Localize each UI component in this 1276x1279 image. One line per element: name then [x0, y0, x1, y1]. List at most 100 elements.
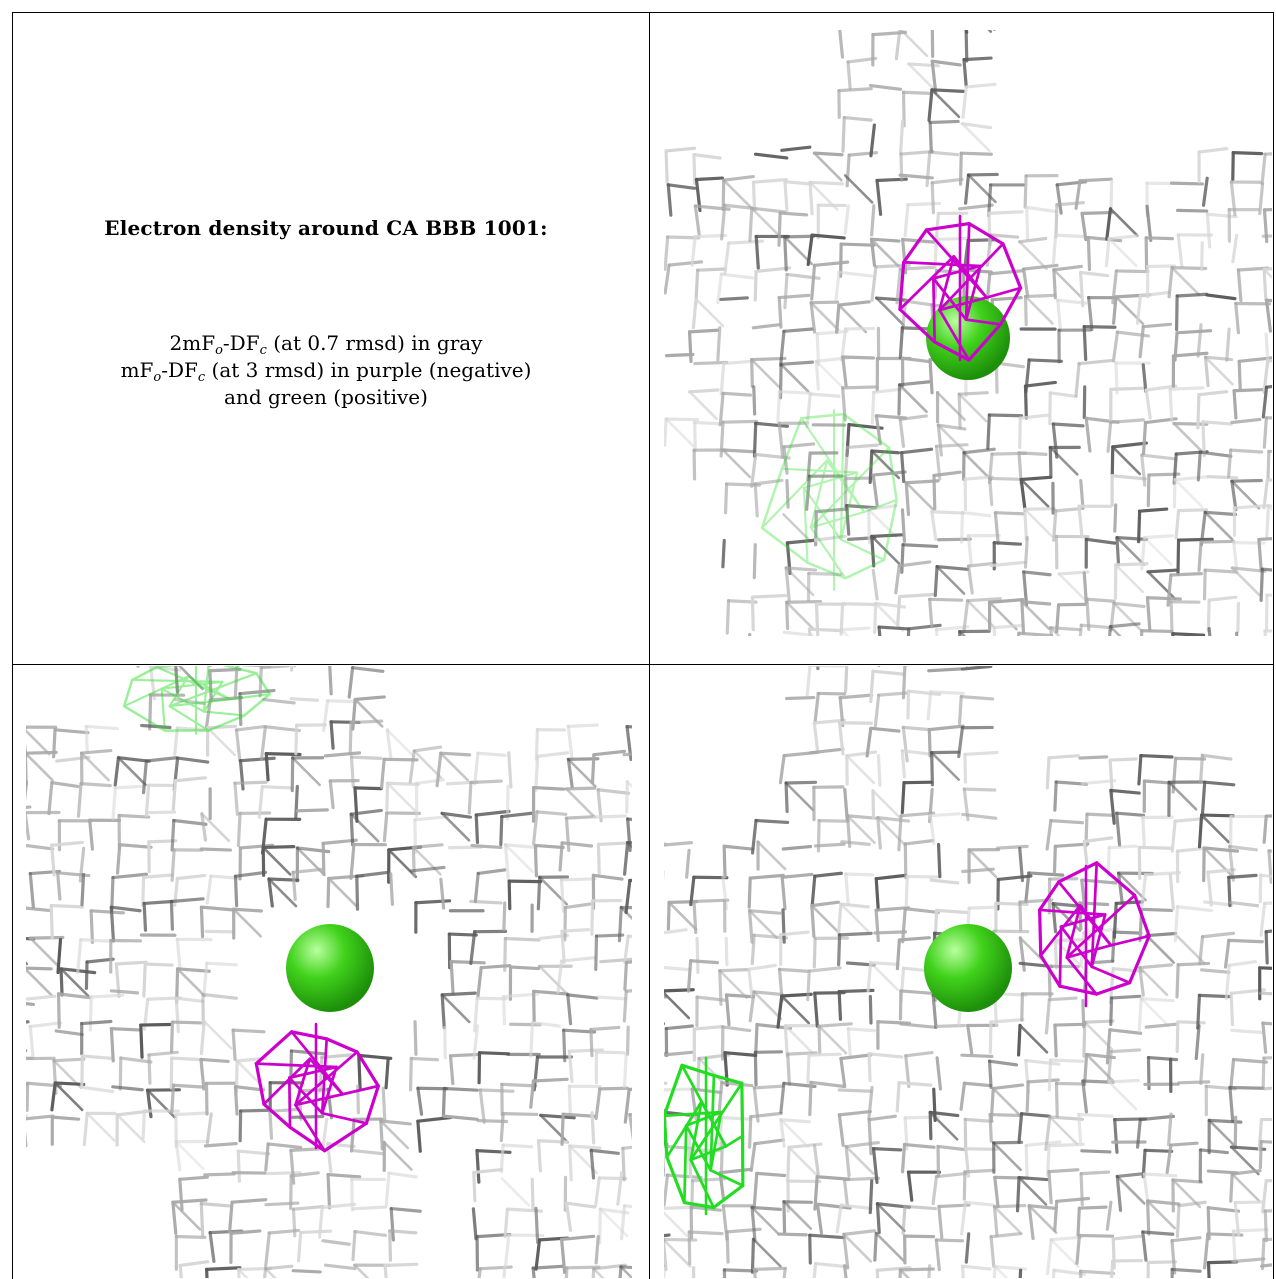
- mesh-segment: [747, 967, 754, 998]
- mesh-segment: [836, 902, 843, 940]
- mesh-segment: [441, 1086, 447, 1119]
- mesh-segment: [1107, 1080, 1138, 1111]
- mesh-segment: [904, 299, 935, 307]
- mesh-segment: [867, 1118, 873, 1156]
- mesh-segment: [355, 874, 360, 911]
- mesh-segment: [897, 814, 903, 852]
- mesh-segment: [347, 666, 355, 699]
- mesh-segment: [882, 498, 898, 562]
- mesh-segment: [666, 900, 671, 931]
- mesh-segment: [756, 840, 787, 871]
- mesh-segment: [1262, 268, 1272, 280]
- mesh-segment: [349, 1117, 356, 1153]
- mesh-segment: [1225, 327, 1231, 362]
- mesh-segment: [236, 811, 242, 848]
- mesh-segment: [564, 816, 571, 853]
- mesh-segment: [846, 1027, 852, 1058]
- frame-right-border: [1273, 12, 1274, 1279]
- mesh-segment: [1145, 931, 1178, 938]
- mesh-segment: [1053, 1199, 1059, 1232]
- mesh-segment: [1109, 625, 1122, 636]
- mesh-segment: [111, 1085, 144, 1092]
- mesh-segment: [1137, 754, 1143, 786]
- mesh-segment: [237, 1267, 241, 1278]
- mesh-segment: [1264, 1179, 1272, 1183]
- mesh-segment: [222, 666, 258, 675]
- mesh-segment: [1019, 1112, 1051, 1118]
- mesh-segment: [320, 1065, 338, 1115]
- mesh-segment: [935, 1023, 966, 1028]
- mesh-segment: [558, 841, 564, 872]
- mesh-segment: [1230, 1145, 1260, 1176]
- mesh-segment: [718, 1171, 726, 1202]
- mesh-segment: [169, 897, 205, 904]
- mesh-segment: [624, 989, 632, 993]
- mesh-segment: [268, 1107, 300, 1113]
- mesh-segment: [291, 756, 321, 787]
- mesh-segment: [243, 692, 271, 717]
- mesh-segment: [440, 811, 471, 842]
- mesh-segment: [962, 599, 970, 634]
- mesh-segment: [1048, 1115, 1085, 1121]
- mesh-segment: [839, 602, 845, 635]
- mesh-segment: [930, 510, 938, 541]
- mesh-segment: [841, 602, 878, 607]
- mesh-segment: [1202, 846, 1240, 853]
- mesh-segment: [901, 725, 909, 763]
- mesh-segment: [1199, 539, 1236, 544]
- mesh-segment: [687, 1148, 693, 1179]
- mesh-segment: [722, 844, 754, 851]
- mesh-segment: [111, 872, 149, 880]
- caption-line-mfo: mFo-DFc (at 3 rmsd) in purple (negative): [120, 358, 532, 385]
- mesh-segment: [869, 237, 877, 267]
- mesh-segment: [825, 459, 866, 514]
- mesh-segment: [530, 1177, 535, 1212]
- mesh-segment: [1082, 571, 1088, 605]
- green-mesh-3: [664, 1056, 745, 1216]
- mesh-segment: [1049, 446, 1079, 476]
- mesh-segment: [357, 1053, 362, 1091]
- mesh-segment: [724, 936, 729, 967]
- mesh-segment: [900, 749, 907, 779]
- mesh-segment: [50, 781, 80, 789]
- mesh-segment: [998, 286, 1023, 326]
- mesh-segment: [1053, 938, 1059, 970]
- mesh-segment: [264, 1142, 270, 1172]
- mesh-segment: [688, 390, 718, 421]
- mesh-segment: [1082, 325, 1117, 329]
- mesh-segment: [268, 1109, 274, 1140]
- mesh-segment: [78, 846, 86, 883]
- mesh-segment: [174, 996, 180, 1034]
- mesh-segment: [748, 206, 754, 243]
- mesh-segment: [50, 840, 84, 847]
- mesh-segment: [901, 90, 932, 95]
- mesh-segment: [865, 726, 873, 758]
- mesh-segment: [867, 1114, 897, 1122]
- mesh-segment: [1048, 1058, 1085, 1063]
- mesh-segment: [760, 526, 809, 564]
- mesh-segment: [564, 786, 597, 791]
- mesh-segment: [924, 221, 971, 232]
- mesh-segment: [1168, 873, 1175, 911]
- mesh-segment: [709, 1110, 723, 1172]
- mesh-segment: [808, 180, 814, 216]
- mesh-segment: [26, 1002, 35, 1007]
- mesh-segment: [473, 871, 480, 904]
- mesh-segment: [175, 726, 210, 732]
- mesh-segment: [782, 442, 816, 449]
- mesh-segment: [289, 1148, 296, 1185]
- mesh-segment: [752, 1237, 782, 1268]
- mesh-segment: [664, 417, 700, 422]
- mesh-segment: [720, 1081, 754, 1088]
- mesh-segment: [751, 180, 757, 212]
- mesh-segment: [1104, 237, 1111, 268]
- mesh-segment: [841, 115, 846, 153]
- mesh-segment: [930, 59, 962, 67]
- mesh-segment: [845, 504, 878, 510]
- mesh-segment: [28, 935, 65, 940]
- mesh-segment: [901, 543, 939, 549]
- mesh-segment: [866, 961, 873, 993]
- mesh-segment: [171, 779, 177, 811]
- mesh-segment: [1016, 1023, 1022, 1057]
- mesh-segment: [1206, 1232, 1244, 1237]
